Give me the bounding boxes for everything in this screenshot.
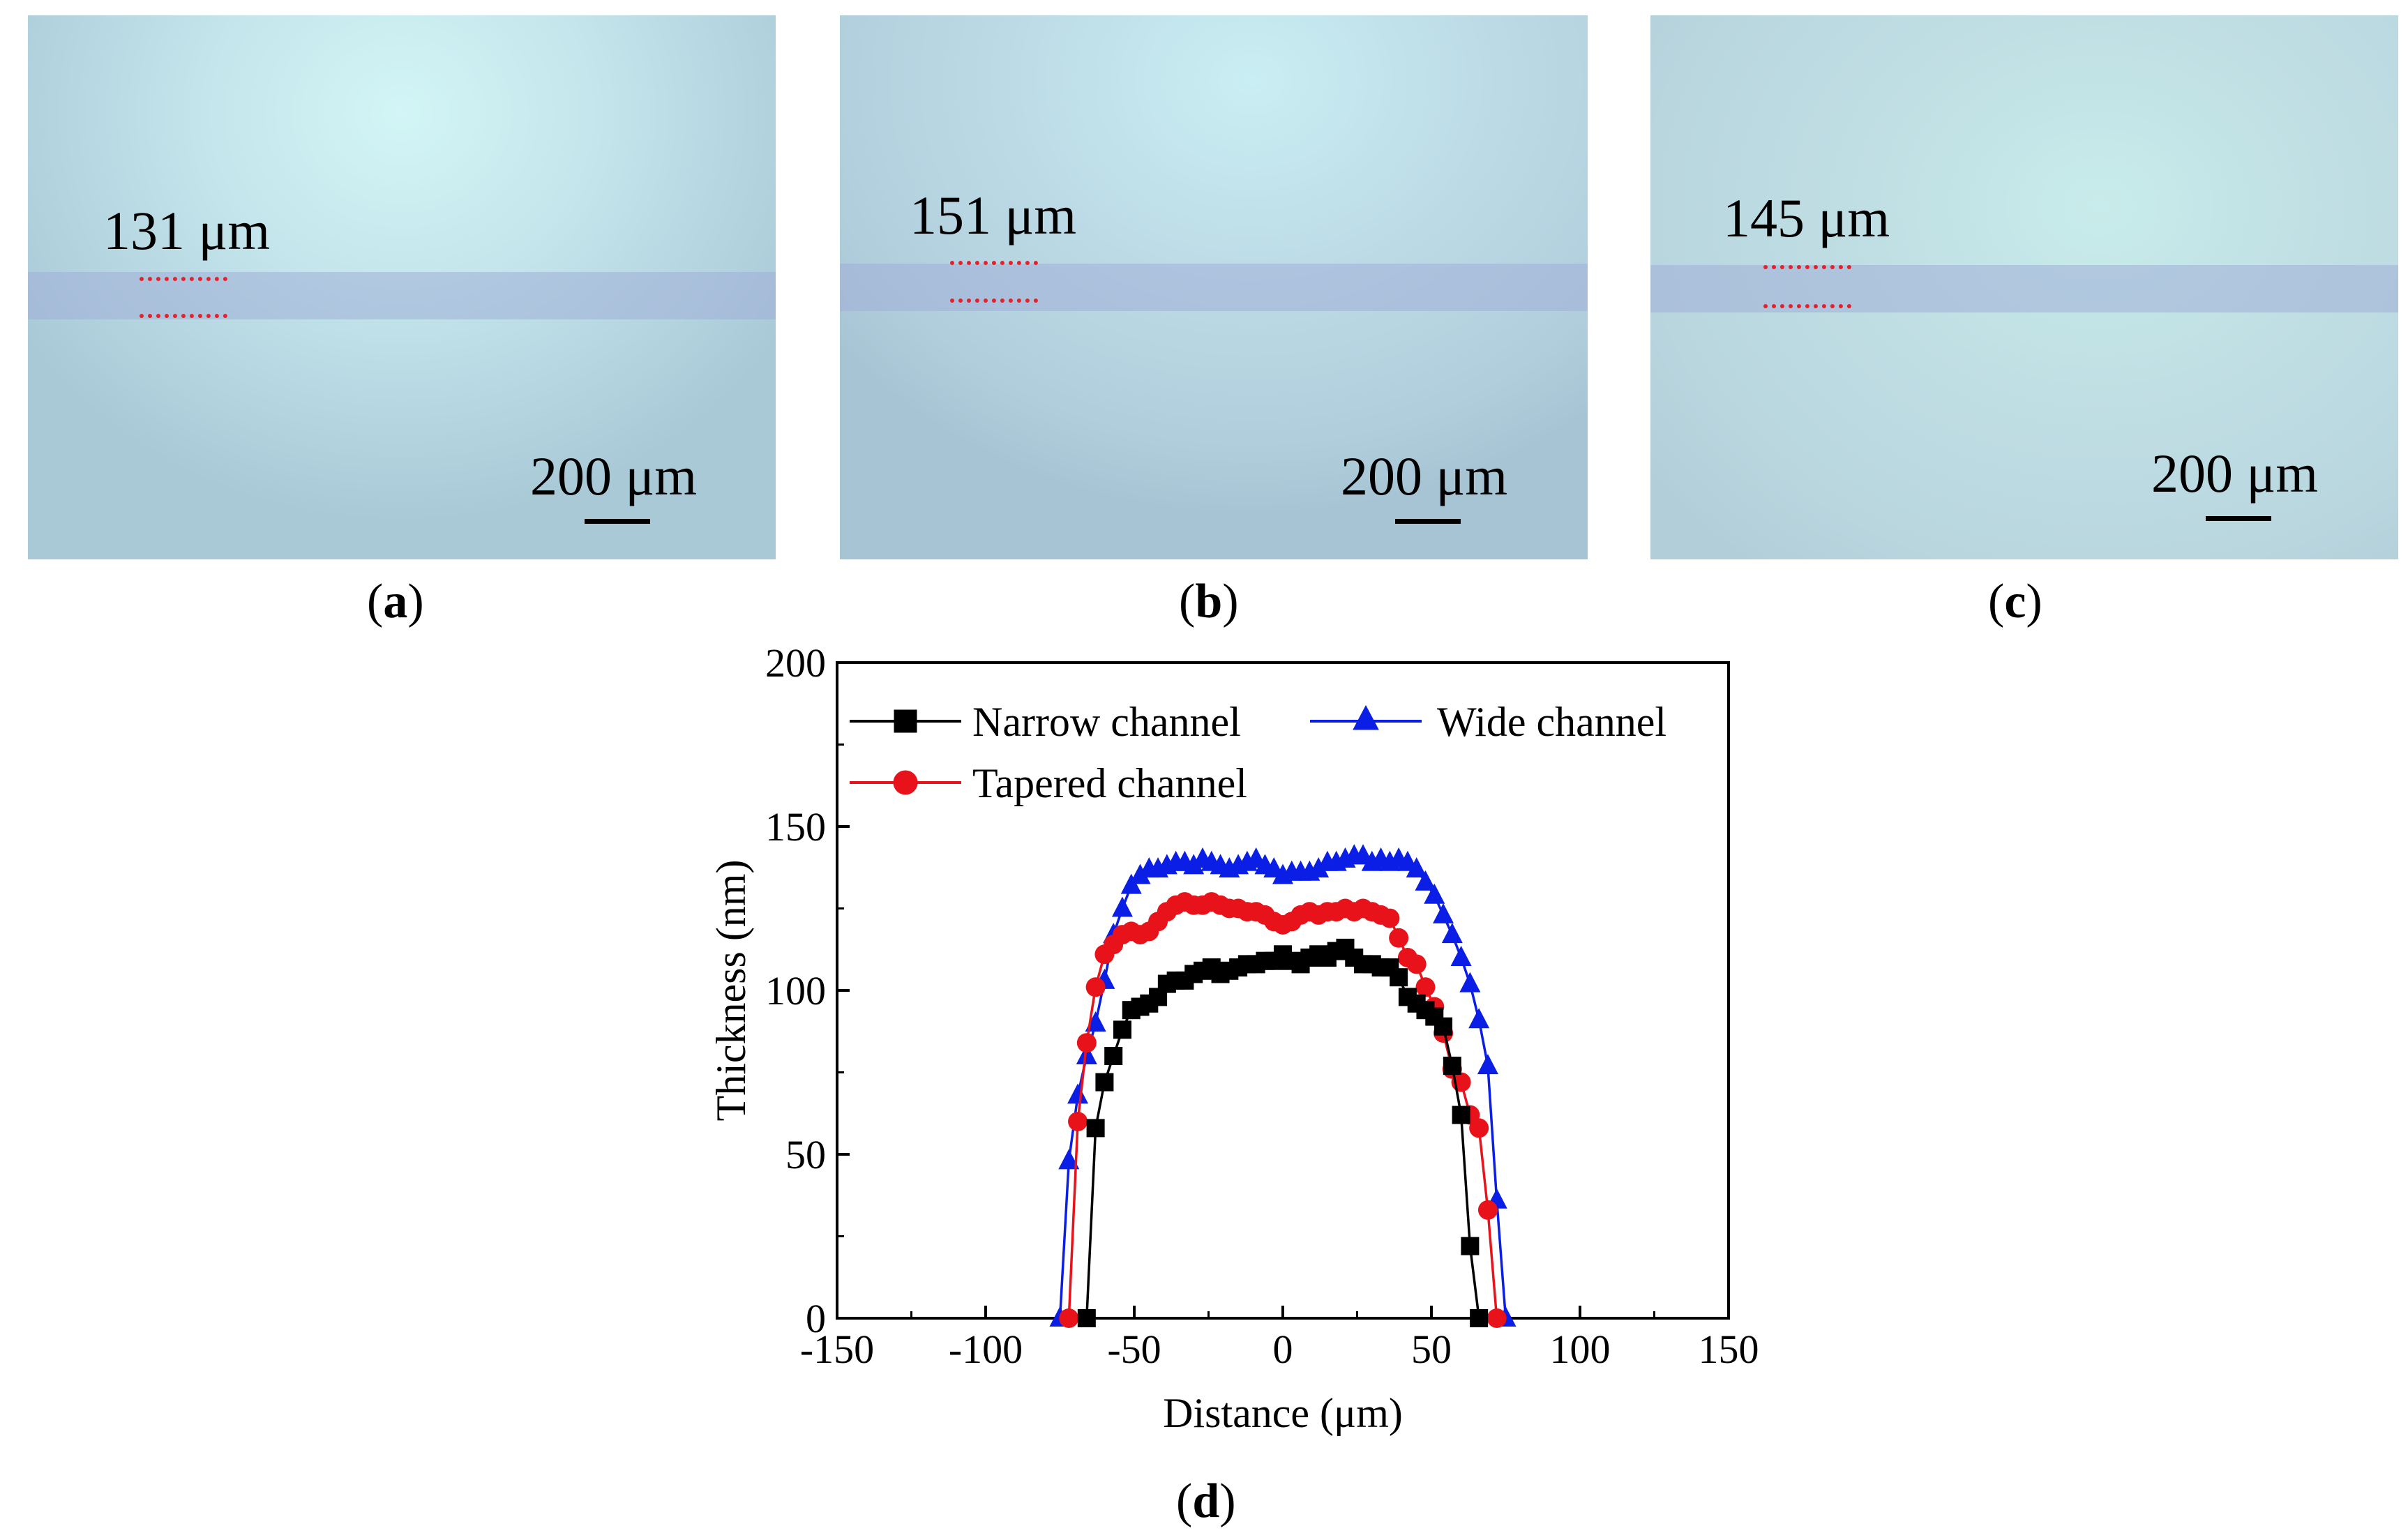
micrograph-c: 145 μm 200 μm — [1650, 15, 2398, 559]
x-tick-label: 100 — [1550, 1327, 1611, 1372]
data-point — [1076, 1033, 1097, 1053]
x-tick-label: 150 — [1699, 1327, 1759, 1372]
scale-bar-label: 200 μm — [2151, 443, 2318, 504]
data-point — [1380, 908, 1400, 928]
data-point — [1443, 1057, 1461, 1075]
scale-bar-label: 200 μm — [1341, 446, 1507, 506]
y-tick-label: 0 — [806, 1296, 826, 1341]
data-point — [1104, 1047, 1123, 1065]
data-point — [1308, 857, 1330, 878]
y-tick-label: 150 — [765, 804, 826, 850]
data-point — [1059, 1308, 1079, 1328]
width-marker-bottom — [950, 299, 1038, 303]
data-point — [1441, 923, 1463, 944]
x-tick-label: -50 — [1107, 1327, 1161, 1372]
data-point — [1095, 1073, 1114, 1092]
series-narrow-channel — [1077, 938, 1489, 1327]
channel-width-label: 151 μm — [910, 185, 1076, 246]
legend-marker-tapered — [893, 770, 918, 795]
width-marker-bottom — [140, 314, 227, 318]
caption-a: (a) — [367, 575, 424, 628]
y-axis-title: Thickness (nm) — [708, 860, 754, 1122]
data-point — [1450, 946, 1472, 966]
caption-d: (d) — [1176, 1474, 1236, 1528]
axis-ticks — [836, 661, 1730, 1320]
scale-bar — [585, 519, 650, 524]
data-point — [1477, 1054, 1498, 1075]
series-tapered-channel — [1059, 892, 1507, 1328]
x-tick-label: 50 — [1411, 1327, 1452, 1372]
channel-stripe — [840, 264, 1588, 311]
data-point — [1461, 1237, 1480, 1255]
x-axis-title: Distance (μm) — [1163, 1390, 1403, 1436]
width-marker-top — [950, 261, 1038, 265]
data-point — [1085, 977, 1106, 997]
scale-bar — [2206, 516, 2271, 521]
data-point — [1076, 1044, 1097, 1064]
legend-marker-wide — [1353, 704, 1379, 730]
data-point — [1068, 1112, 1088, 1131]
x-tick-label: -150 — [800, 1327, 874, 1372]
data-point — [1058, 1149, 1080, 1170]
data-point — [1470, 1309, 1489, 1327]
data-point — [1067, 1083, 1089, 1104]
data-point — [1129, 863, 1151, 884]
scale-bar-label: 200 μm — [530, 446, 697, 506]
data-point — [1459, 972, 1481, 992]
data-point — [1487, 1308, 1507, 1328]
width-marker-top — [140, 277, 227, 281]
legend-marker-narrow — [894, 709, 917, 733]
micrograph-a: 131 μm 200 μm — [28, 15, 776, 559]
x-tick-label: -100 — [949, 1327, 1023, 1372]
micrograph-b: 151 μm 200 μm — [840, 15, 1588, 559]
legend-label-narrow: Narrow channel — [972, 699, 1241, 745]
data-point — [1415, 870, 1436, 891]
y-tick-label: 100 — [765, 968, 826, 1013]
data-point — [1424, 883, 1445, 904]
caption-b: (b) — [1179, 575, 1239, 628]
data-point — [1111, 896, 1133, 917]
data-point — [1406, 954, 1427, 974]
y-tick-label: 50 — [785, 1132, 826, 1177]
data-point — [1389, 928, 1409, 948]
tick-labels: -150 -100 -50 0 50 100 150 0 50 100 150 200 — [765, 640, 1759, 1372]
data-point — [1406, 857, 1427, 878]
data-point — [1113, 1020, 1131, 1039]
data-point — [1477, 1200, 1498, 1220]
legend-label-wide: Wide channel — [1437, 699, 1666, 745]
series-layer — [1049, 844, 1517, 1328]
width-marker-top — [1763, 265, 1851, 269]
legend-label-tapered: Tapered channel — [972, 760, 1247, 806]
data-point — [1434, 1017, 1453, 1036]
legend: Narrow channel Wide channel Tapered chan… — [850, 699, 1666, 806]
channel-width-label: 145 μm — [1723, 188, 1890, 248]
data-point — [1415, 977, 1436, 997]
x-tick-label: 0 — [1273, 1327, 1293, 1372]
data-point — [1433, 903, 1454, 923]
data-point — [1183, 854, 1205, 875]
data-point — [1390, 968, 1408, 987]
channel-width-label: 131 μm — [103, 200, 270, 261]
data-point — [1452, 1105, 1470, 1124]
plot-frame — [836, 661, 1730, 1320]
caption-c: (c) — [1988, 575, 2042, 628]
data-point — [1086, 1119, 1105, 1138]
width-marker-bottom — [1763, 304, 1851, 308]
data-point — [1077, 1309, 1096, 1327]
y-tick-label: 200 — [765, 640, 826, 686]
data-point — [1468, 1008, 1490, 1029]
data-point — [1469, 1118, 1489, 1138]
scale-bar — [1395, 519, 1461, 524]
